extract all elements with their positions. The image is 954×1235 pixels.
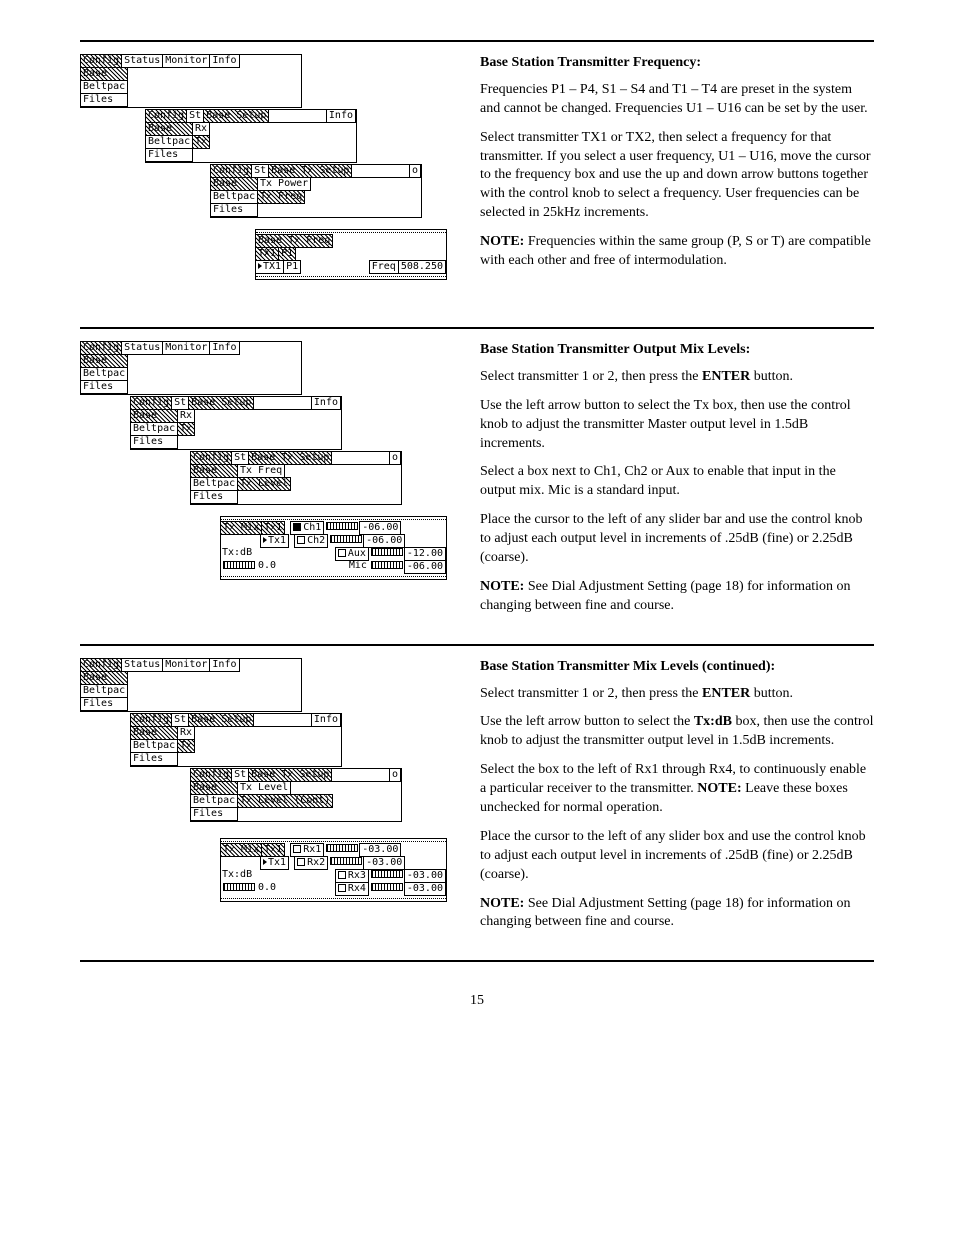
section-tx-frequency: Config Status Monitor Info Base Beltpac …: [80, 40, 874, 327]
menu-monitor[interactable]: Monitor: [162, 54, 210, 68]
section-tx-mix-cont: Config Status Monitor Info Base Beltpac …: [80, 644, 874, 963]
figure-tx-mix: Config Status Monitor Info Base Beltpac …: [80, 341, 450, 626]
figure-tx-mix-cont: Config Status Monitor Info Base Beltpac …: [80, 658, 450, 943]
menu-info[interactable]: Info: [209, 54, 239, 68]
freq-value[interactable]: 508.250: [398, 260, 446, 274]
menu-info[interactable]: Info: [326, 109, 356, 123]
menu-base-setup[interactable]: Base Setup: [203, 109, 269, 123]
menu-config[interactable]: Config: [80, 54, 122, 68]
section-tx-mix: Config Status Monitor Info Base Beltpac …: [80, 327, 874, 644]
slider-icon[interactable]: [326, 522, 358, 530]
p1-sel[interactable]: P1: [278, 247, 296, 261]
figure-tx-frequency: Config Status Monitor Info Base Beltpac …: [80, 54, 450, 309]
menu-config[interactable]: Config: [145, 109, 187, 123]
side-beltpac[interactable]: Beltpac: [80, 80, 128, 94]
tx1-sel[interactable]: TX1: [255, 247, 279, 261]
text-tx-mix: Base Station Transmitter Output Mix Leve…: [480, 341, 874, 626]
side-base[interactable]: Base: [80, 67, 128, 81]
menu-status[interactable]: Status: [121, 54, 163, 68]
text-tx-mix-cont: Base Station Transmitter Mix Levels (con…: [480, 658, 874, 943]
side-files[interactable]: Files: [80, 93, 128, 107]
page-number: 15: [80, 992, 874, 1011]
text-tx-frequency: Base Station Transmitter Frequency: Freq…: [480, 54, 874, 309]
heading: Base Station Transmitter Frequency:: [480, 54, 874, 73]
